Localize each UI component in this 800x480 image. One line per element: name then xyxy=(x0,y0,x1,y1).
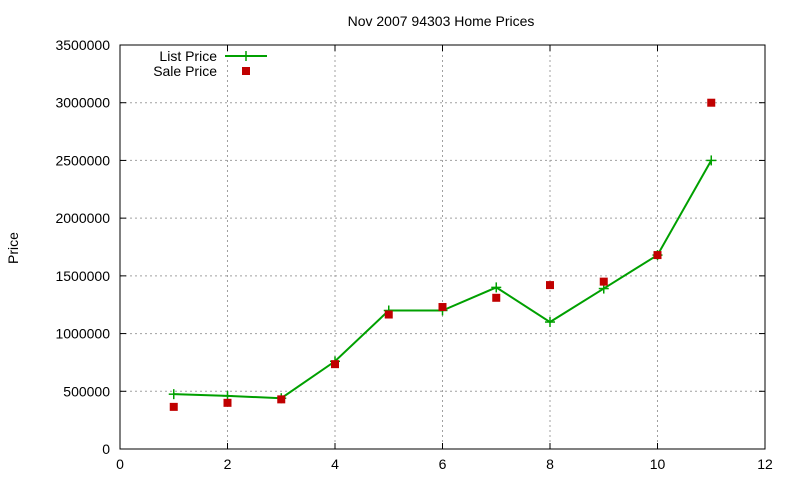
sale-price-point xyxy=(277,395,286,404)
y-tick-label: 1000000 xyxy=(55,326,110,342)
y-tick-label: 1500000 xyxy=(55,268,110,284)
list-price-point xyxy=(706,155,717,166)
axis-ticks xyxy=(119,44,766,450)
x-tick-label: 0 xyxy=(116,456,124,472)
x-tick-label: 10 xyxy=(650,456,666,472)
sale-price-point xyxy=(546,281,554,290)
sale-price-point xyxy=(653,251,662,260)
grid xyxy=(120,45,765,449)
list-price-point xyxy=(491,282,502,293)
legend-label-list-price: List Price xyxy=(159,48,217,64)
sale-price-point xyxy=(331,360,339,369)
y-tick-label: 2500000 xyxy=(55,152,110,168)
x-tick-label: 4 xyxy=(331,456,339,472)
legend-swatch-sale-price xyxy=(242,67,250,75)
series-layer xyxy=(168,98,717,411)
legend-swatches xyxy=(225,51,267,75)
y-axis-label: Price xyxy=(5,232,21,264)
sale-price-point xyxy=(438,303,447,312)
y-tick-label: 3500000 xyxy=(55,37,110,53)
y-tick-label: 0 xyxy=(102,441,110,457)
series-sale-price xyxy=(169,98,716,411)
y-tick-label: 500000 xyxy=(63,383,110,399)
sale-price-point xyxy=(169,402,178,411)
chart-title: Nov 2007 94303 Home Prices xyxy=(348,13,535,29)
legend: List Price Sale Price xyxy=(153,48,267,79)
sale-price-point xyxy=(492,293,501,302)
sale-price-point xyxy=(707,98,716,107)
y-tick-label: 3000000 xyxy=(55,95,110,111)
x-tick-label: 6 xyxy=(439,456,447,472)
list-price-point xyxy=(168,389,179,400)
sale-price-point xyxy=(599,277,608,286)
legend-label-sale-price: Sale Price xyxy=(153,63,217,79)
axis-tick-labels: 0 2 4 6 8 10 12 0 500000 1000000 1500000 2000000 250… xyxy=(55,37,773,472)
x-tick-label: 12 xyxy=(757,456,773,472)
sale-price-point xyxy=(384,310,393,319)
y-tick-label: 2000000 xyxy=(55,210,110,226)
legend-marker-list-price xyxy=(241,51,251,61)
x-tick-label: 8 xyxy=(546,456,554,472)
x-tick-label: 2 xyxy=(224,456,232,472)
sale-price-point xyxy=(223,398,232,407)
list-price-point xyxy=(545,317,555,328)
